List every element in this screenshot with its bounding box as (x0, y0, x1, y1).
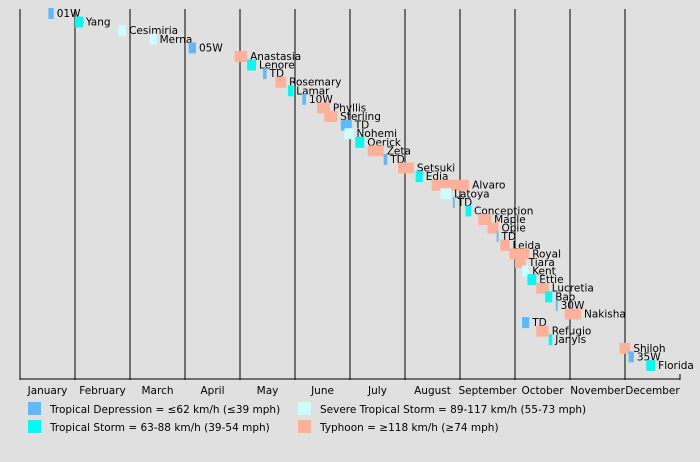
storm-bar (415, 171, 423, 183)
storm-bar (324, 111, 338, 123)
storm-bar (149, 33, 157, 45)
storm-bar (275, 76, 287, 88)
storm-label: Refugio (552, 326, 592, 338)
legend-swatch (298, 402, 311, 415)
legend-label: Typhoon = ≥118 km/h (≥74 mph) (319, 422, 499, 434)
storm-bar (509, 248, 530, 260)
storm-label: Nohemi (357, 128, 398, 140)
storm-bar (564, 308, 581, 320)
storm-label: Anastasia (250, 51, 301, 63)
storm-bar (487, 222, 499, 234)
storm-bar (188, 42, 196, 54)
storm-bar (522, 317, 530, 329)
month-tick-label: December (625, 385, 680, 397)
legend-label: Severe Tropical Storm = 89-117 km/h (55-… (320, 404, 586, 416)
storm-label: Setsuki (417, 163, 455, 175)
storm-bar (263, 68, 267, 80)
storm-bar (500, 239, 510, 251)
storm-bar (344, 128, 354, 140)
storm-bar (536, 325, 549, 337)
x-axis: January February March April May June July Augu… (19, 374, 681, 397)
storm-bar (355, 136, 365, 148)
storm-label: Merna (160, 34, 193, 46)
storm-label: Latoya (454, 188, 489, 200)
storm-bar (317, 102, 330, 114)
storm-label: Shiloh (633, 343, 665, 355)
storm-bar (522, 265, 530, 277)
month-tick-label: September (458, 385, 517, 397)
storm-label: 01W (57, 8, 81, 20)
storm-bar (515, 256, 526, 268)
storm-bar (619, 342, 631, 354)
month-tick-label: January (27, 385, 68, 397)
storm-label: Janyis (554, 334, 586, 346)
legend-swatch (298, 420, 311, 433)
legend-label: Tropical Storm = 63-88 km/h (39-54 mph) (49, 422, 270, 434)
storm-bar (118, 25, 127, 37)
month-tick-label: March (141, 385, 173, 397)
storm-bar (452, 196, 455, 208)
storm-bar (496, 231, 499, 243)
storm-label: TD (354, 120, 370, 132)
storm-bar (48, 8, 54, 19)
month-tick-label: June (310, 385, 334, 397)
storm-bar (478, 214, 492, 226)
legend-swatch (28, 402, 41, 415)
storm-label: Florida (658, 360, 694, 372)
storm-label: Alvaro (472, 180, 505, 192)
storm-bar (545, 291, 553, 303)
storm-bar (247, 59, 256, 71)
storm-bar (527, 274, 537, 286)
storm-bar (440, 188, 452, 200)
legend: Tropical Depression = ≤62 km/h (≤39 mph)… (28, 402, 586, 434)
storm-label: Lenore (259, 60, 295, 72)
storm-bar (383, 153, 388, 165)
legend-swatch (28, 420, 41, 433)
storm-bar (431, 179, 470, 191)
storm-label: Rosemary (289, 77, 341, 89)
storm-bar (628, 351, 634, 363)
month-tick-label: April (201, 385, 225, 397)
storm-bar (555, 299, 558, 311)
month-tick-label: November (570, 385, 625, 397)
storm-bar (287, 85, 294, 97)
storm-bar (234, 50, 248, 62)
month-tick-label: October (521, 385, 564, 397)
storm-label: Maple (494, 214, 526, 226)
month-tick-label: August (414, 385, 451, 397)
storm-label: Royal (532, 248, 561, 260)
month-tick-label: February (79, 385, 126, 397)
storm-label: Nakisha (584, 308, 626, 320)
storm-bar (465, 205, 471, 217)
storm-label: Yang (85, 17, 111, 29)
storm-label: Opie (502, 223, 526, 235)
storm-label: 05W (199, 42, 223, 54)
storm-label: Cesimiria (129, 25, 178, 37)
storm-bar (536, 282, 549, 294)
storm-bar (397, 162, 414, 174)
storm-bar (367, 145, 384, 157)
storm-bar (340, 119, 352, 131)
storm-bar (548, 334, 553, 346)
storm-bar (75, 16, 83, 28)
storm-label: Kent (532, 266, 556, 278)
month-tick-label: May (257, 385, 279, 397)
storm-label: Phyllis (333, 102, 366, 114)
storm-bar (646, 359, 656, 371)
storm-bar (302, 93, 306, 105)
storm-label: Lucretia (552, 283, 594, 295)
month-gridlines (19, 9, 626, 379)
legend-label: Tropical Depression = ≤62 km/h (≤39 mph) (49, 404, 280, 416)
storm-label: Tiara (528, 257, 555, 269)
storm-label: Zeta (387, 145, 411, 157)
storm-label: Bao (555, 291, 575, 303)
month-tick-label: July (367, 385, 387, 397)
